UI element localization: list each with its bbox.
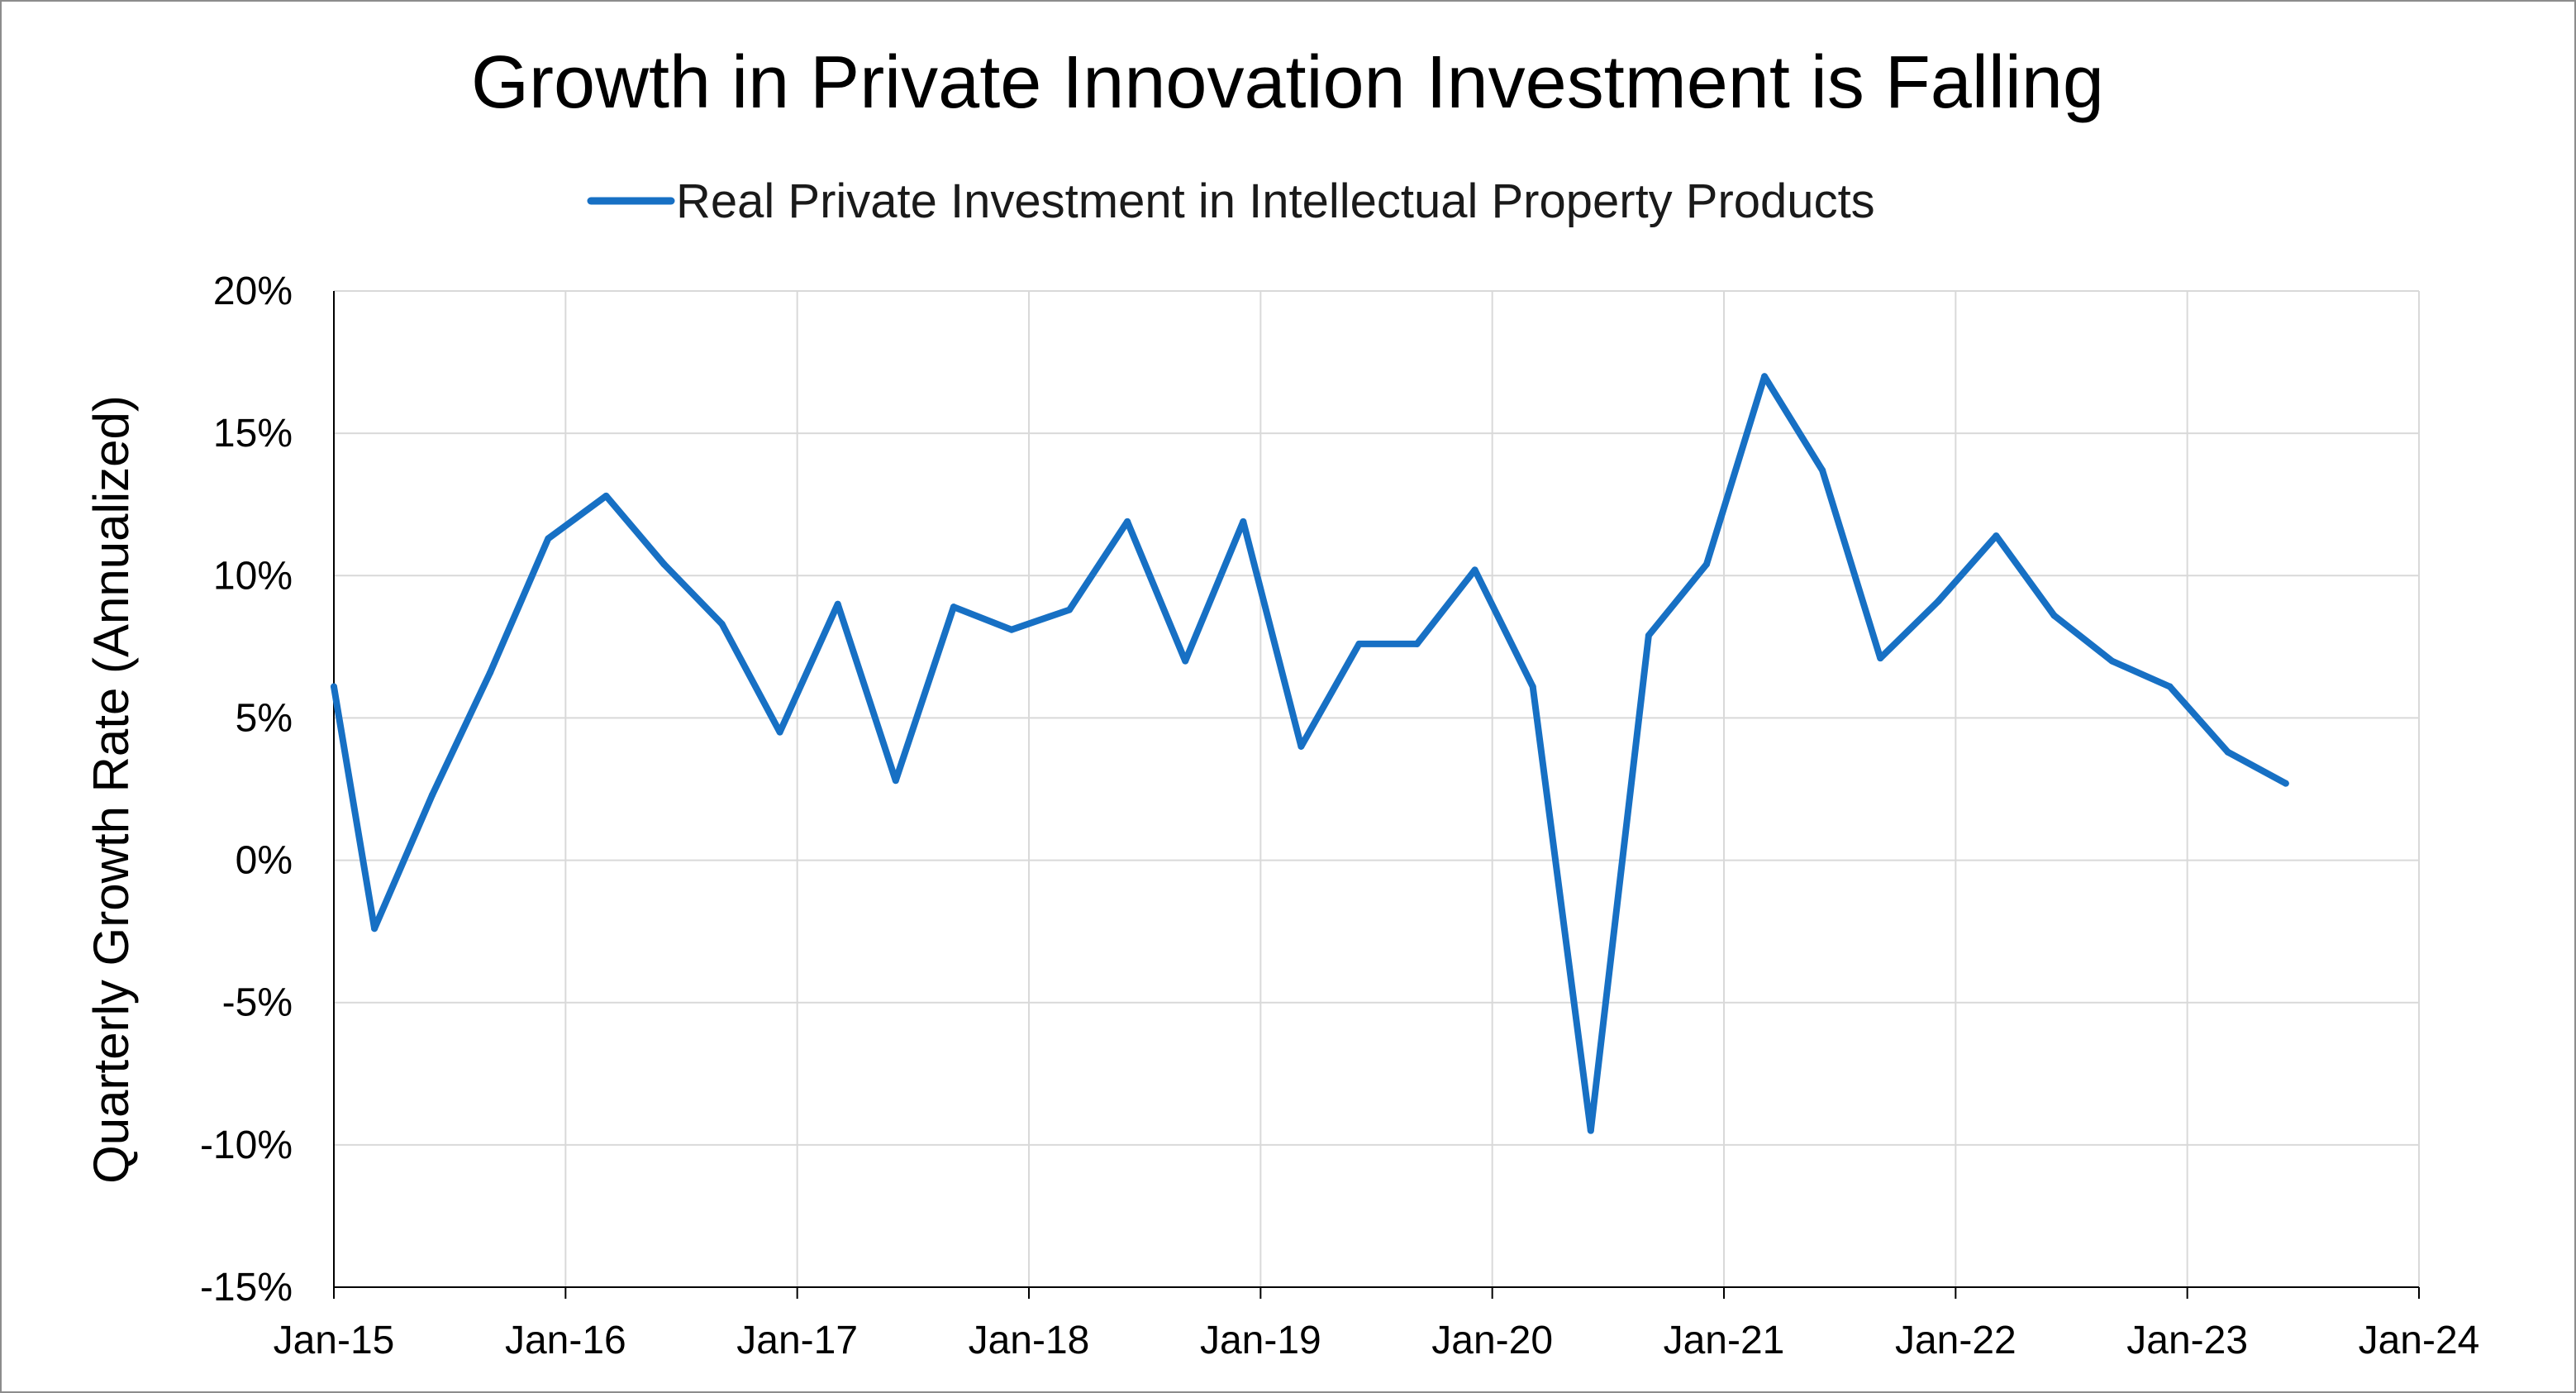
data-point bbox=[1298, 742, 1305, 750]
data-point bbox=[1993, 532, 2000, 540]
x-tick-label: Jan-19 bbox=[1200, 1319, 1321, 1362]
data-point bbox=[1877, 655, 1884, 662]
y-tick-label: -10% bbox=[200, 1123, 293, 1167]
data-point bbox=[892, 777, 899, 785]
data-point bbox=[2050, 612, 2058, 619]
data-point bbox=[602, 492, 610, 499]
data-point bbox=[1471, 566, 1478, 574]
chart-title: Growth in Private Innovation Investment … bbox=[471, 41, 2104, 124]
data-point bbox=[1587, 1127, 1594, 1134]
data-point bbox=[718, 620, 726, 627]
series-line bbox=[331, 373, 2289, 1134]
data-point bbox=[487, 669, 494, 676]
x-tick-label: Jan-23 bbox=[2126, 1319, 2248, 1362]
data-point bbox=[429, 791, 436, 799]
y-tick-label: 15% bbox=[213, 412, 293, 456]
x-tick-label: Jan-18 bbox=[969, 1319, 1090, 1362]
x-tick-label: Jan-17 bbox=[736, 1319, 858, 1362]
data-point bbox=[950, 603, 957, 611]
data-point bbox=[660, 561, 668, 568]
data-point bbox=[545, 535, 552, 542]
y-tick-label: -15% bbox=[200, 1266, 293, 1310]
data-point bbox=[1413, 640, 1421, 647]
data-point bbox=[834, 600, 841, 608]
data-point bbox=[2224, 748, 2231, 756]
x-tick-label: Jan-21 bbox=[1664, 1319, 1785, 1362]
x-tick-labels: Jan-15 Jan-16 Jan-17 Jan-18 Jan-19 Jan-20 Jan-… bbox=[274, 1319, 2480, 1362]
data-point bbox=[2108, 657, 2116, 665]
data-point bbox=[1819, 466, 1826, 474]
data-point bbox=[371, 925, 379, 933]
y-tick-labels: 20% 15% 10% 5% 0% -5% -10% -15% bbox=[200, 270, 293, 1310]
data-point bbox=[1182, 657, 1189, 665]
data-point bbox=[2166, 683, 2174, 690]
series-layer bbox=[331, 373, 2289, 1134]
data-point bbox=[776, 728, 783, 736]
data-point bbox=[1529, 683, 1536, 690]
x-tick-label: Jan-15 bbox=[274, 1319, 395, 1362]
data-point bbox=[1702, 561, 1710, 568]
data-point bbox=[1355, 640, 1363, 647]
data-point bbox=[2282, 780, 2289, 787]
grid bbox=[334, 290, 2420, 1287]
x-tick-label: Jan-24 bbox=[2359, 1319, 2480, 1362]
y-tick-label: 10% bbox=[213, 554, 293, 598]
x-tick-label: Jan-22 bbox=[1895, 1319, 2017, 1362]
y-tick-label: 20% bbox=[213, 270, 293, 313]
data-point bbox=[1124, 518, 1131, 525]
data-point bbox=[1645, 632, 1652, 639]
data-point bbox=[1761, 373, 1769, 380]
data-point bbox=[331, 683, 337, 690]
data-point bbox=[1066, 606, 1074, 613]
y-tick-label: 0% bbox=[236, 839, 293, 883]
y-tick-label: -5% bbox=[222, 981, 293, 1025]
y-tick-label: 5% bbox=[236, 696, 293, 740]
data-point bbox=[1007, 626, 1015, 633]
data-point bbox=[1240, 518, 1247, 525]
data-point bbox=[1935, 598, 1942, 605]
legend: Real Private Investment in Intellectual … bbox=[587, 174, 1875, 228]
axes bbox=[333, 291, 2420, 1299]
x-tick-label: Jan-16 bbox=[505, 1319, 626, 1362]
x-tick-label: Jan-20 bbox=[1431, 1319, 1553, 1362]
y-axis-title: Quarterly Growth Rate (Annualized) bbox=[83, 395, 139, 1184]
legend-label: Real Private Investment in Intellectual … bbox=[676, 174, 1875, 228]
